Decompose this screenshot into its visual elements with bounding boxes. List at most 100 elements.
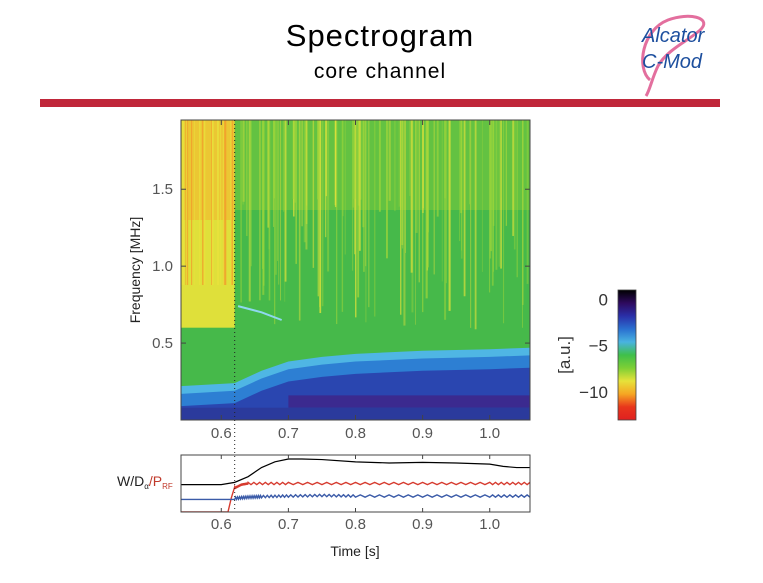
spectral-streak <box>275 120 277 275</box>
x-tick-label: 0.6 <box>211 425 232 442</box>
spectral-streak <box>280 120 281 301</box>
spectral-streak <box>222 120 225 285</box>
spectral-streak <box>368 120 370 308</box>
spectral-streak <box>448 120 451 311</box>
spectral-streak <box>319 120 322 314</box>
spectral-streak <box>246 120 248 237</box>
spectral-streak <box>186 120 189 285</box>
spectral-streak <box>267 120 269 228</box>
spectral-streak <box>182 120 185 285</box>
spectral-streak <box>445 120 447 284</box>
spectral-streak <box>262 120 265 295</box>
spectral-streak <box>199 120 201 285</box>
alcator-logo: Alcator C-Mod <box>641 14 706 97</box>
spectral-streak <box>284 120 287 282</box>
spectral-streak <box>203 120 205 285</box>
spectral-streak <box>495 120 498 270</box>
logo-line-1: Alcator <box>641 25 706 47</box>
spectral-streak <box>500 120 502 269</box>
spectral-streak <box>498 120 500 267</box>
page-subtitle: core channel <box>313 60 447 83</box>
spectral-streak <box>526 120 529 284</box>
spectral-streak <box>248 120 251 302</box>
spectral-streak <box>386 120 388 259</box>
spectral-streak <box>212 120 214 285</box>
spectral-streak <box>204 120 206 285</box>
spectral-streak <box>512 120 514 236</box>
spectral-streak <box>521 120 523 328</box>
ylabel-sub2-part: RF <box>162 482 173 491</box>
spectral-streak <box>306 120 308 206</box>
spectral-streak <box>211 120 214 285</box>
x-tick-label: 0.9 <box>412 425 433 442</box>
spectral-streak <box>436 120 439 217</box>
spectral-streak <box>409 120 411 197</box>
spectral-streak <box>283 120 285 212</box>
spectral-streak <box>401 120 404 246</box>
spectral-streak <box>357 120 360 298</box>
spectral-streak <box>324 120 327 238</box>
x-tick-label: 0.7 <box>278 425 299 442</box>
logo-ribbon <box>641 14 706 97</box>
spectral-streak <box>441 120 443 282</box>
spectral-streak <box>186 120 188 285</box>
spectral-streak <box>305 120 308 225</box>
x-tick-label: 0.9 <box>412 516 433 533</box>
spectral-streak <box>459 120 461 242</box>
spectral-streak <box>513 120 516 250</box>
spectral-streak <box>488 120 491 293</box>
spectral-streak <box>298 120 301 321</box>
low-frequency-band-purple <box>288 395 530 408</box>
logo-line-2: C-Mod <box>642 51 703 73</box>
spectral-streak <box>301 120 303 227</box>
spectral-streak <box>470 120 472 328</box>
ylabel-w-part: W/D <box>117 473 144 489</box>
colorbar-unit-label: [a.u.] <box>555 336 574 374</box>
spectral-streak <box>388 120 391 201</box>
spectral-streak <box>474 120 477 330</box>
spectral-streak <box>402 120 403 249</box>
page-title: Spectrogram <box>285 18 475 53</box>
spectral-streak <box>317 120 319 200</box>
spectral-streak <box>268 120 270 228</box>
spectral-streak <box>469 120 471 205</box>
spectral-streak <box>358 120 361 251</box>
spectral-streak <box>460 120 463 259</box>
spectral-streak <box>499 120 502 198</box>
spectral-streak <box>463 120 466 297</box>
spectral-streak <box>277 120 278 261</box>
spectral-streak <box>321 120 324 307</box>
spectral-streak <box>360 120 362 200</box>
colorbar-tick-label: 0 <box>599 290 608 309</box>
spectral-streak <box>415 120 418 233</box>
spectral-streak <box>327 120 330 272</box>
spectral-streak <box>433 120 435 275</box>
x-tick-label: 0.6 <box>211 516 232 533</box>
spectral-streak <box>250 120 252 267</box>
timetrace-series-line <box>181 493 530 502</box>
colorbar: 0 −5 −10 [a.u.] <box>555 289 637 421</box>
spectral-streak <box>502 120 505 324</box>
spectral-streak <box>344 120 346 255</box>
spectral-streak <box>418 120 420 283</box>
spectral-streak <box>224 120 227 285</box>
spectral-streak <box>231 120 233 285</box>
spectral-streak <box>394 120 396 212</box>
x-tick-label: 0.7 <box>278 516 299 533</box>
spectral-streak <box>317 120 320 297</box>
spectral-streak <box>374 120 376 317</box>
timetrace-panel: 0.6 0.7 0.8 0.9 1.0 W/Dα/PRF Time [s] <box>117 420 531 559</box>
spectral-streak <box>422 120 424 313</box>
spectral-streak <box>268 120 271 301</box>
spectral-streak <box>182 120 184 285</box>
spectral-streak <box>505 120 507 226</box>
spectral-streak <box>240 120 242 303</box>
spectral-streak <box>274 120 276 325</box>
spectral-streak <box>294 120 297 203</box>
spectral-streak <box>292 120 294 199</box>
spectral-streak <box>352 120 354 208</box>
x-tick-label: 1.0 <box>479 516 500 533</box>
spectral-streak <box>481 120 483 272</box>
timetrace-axis-label: W/Dα/PRF <box>117 473 173 491</box>
